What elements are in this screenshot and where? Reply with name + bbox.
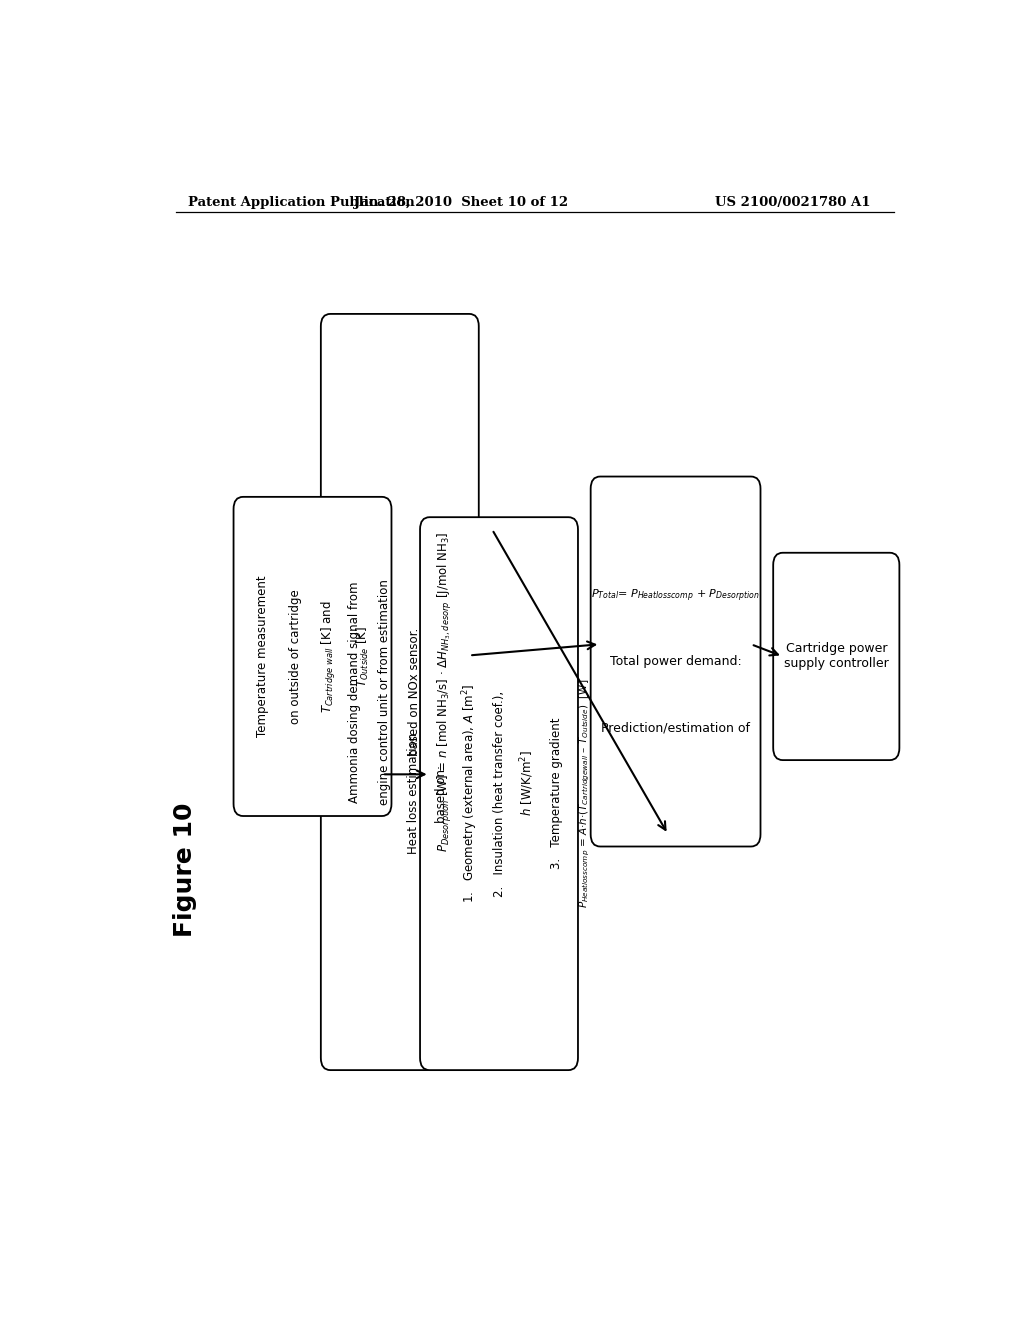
Text: 1.   Geometry (external area), $A$ [m$^2$]: 1. Geometry (external area), $A$ [m$^2$] <box>461 684 480 903</box>
FancyBboxPatch shape <box>591 477 761 846</box>
Text: based on NOx sensor.: based on NOx sensor. <box>409 628 422 756</box>
Text: $P_{Desorption}$ [W] = $n$ [mol NH$_3$/s] · $\Delta H_{NH_3,desorp}$ [J/mol NH$_: $P_{Desorption}$ [W] = $n$ [mol NH$_3$/s… <box>436 532 454 853</box>
Text: Total power demand:: Total power demand: <box>609 655 741 668</box>
Text: $T_{Cartridge\ wall}$ [K] and: $T_{Cartridge\ wall}$ [K] and <box>321 601 338 713</box>
Text: Prediction/estimation of: Prediction/estimation of <box>601 721 751 734</box>
Text: $h$ [W/K/m$^2$]: $h$ [W/K/m$^2$] <box>519 750 537 838</box>
Text: engine control unit or from estimation: engine control unit or from estimation <box>378 579 391 805</box>
Text: Patent Application Publication: Patent Application Publication <box>187 197 415 209</box>
Text: $P_{Total}$= $P_{Heat loss comp}$ + $P_{Desorption}$: $P_{Total}$= $P_{Heat loss comp}$ + $P_{… <box>591 587 760 603</box>
Text: on outside of cartridge: on outside of cartridge <box>290 589 302 723</box>
Text: Figure 10: Figure 10 <box>173 803 198 937</box>
FancyBboxPatch shape <box>233 496 391 816</box>
FancyBboxPatch shape <box>773 553 899 760</box>
Text: Heat loss estimation: Heat loss estimation <box>407 733 420 854</box>
Text: Temperature measurement: Temperature measurement <box>256 576 269 738</box>
Text: Cartridge power
supply controller: Cartridge power supply controller <box>784 643 889 671</box>
FancyBboxPatch shape <box>321 314 479 1071</box>
Text: $T_{Outside}$ [K]: $T_{Outside}$ [K] <box>354 626 371 686</box>
Text: Jan. 28, 2010  Sheet 10 of 12: Jan. 28, 2010 Sheet 10 of 12 <box>354 197 568 209</box>
Text: $P_{Heat loss comp}$ = $A$·$h$·($T_{Cartridge wall}$ – $T_{Outside}$)  [W]: $P_{Heat loss comp}$ = $A$·$h$·($T_{Cart… <box>578 678 592 908</box>
Text: US 2100/0021780 A1: US 2100/0021780 A1 <box>715 197 870 209</box>
Text: based on:: based on: <box>435 764 449 822</box>
FancyBboxPatch shape <box>420 517 578 1071</box>
Text: Ammonia dosing demand signal from: Ammonia dosing demand signal from <box>348 581 361 803</box>
Text: 3.   Temperature gradient: 3. Temperature gradient <box>550 718 562 870</box>
Text: 2.   Insulation (heat transfer coef.),: 2. Insulation (heat transfer coef.), <box>493 690 506 896</box>
